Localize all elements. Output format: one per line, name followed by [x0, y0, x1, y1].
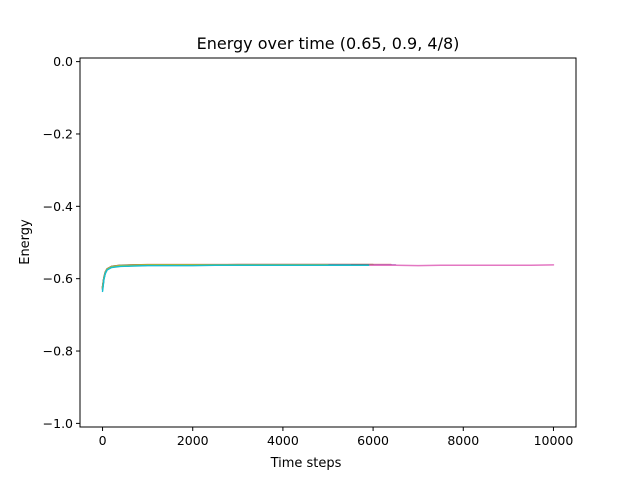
- x-tick-label: 8000: [447, 433, 479, 448]
- series-line-4: [101, 263, 392, 288]
- series-line-7: [101, 264, 555, 290]
- x-axis-label: Time steps: [270, 456, 342, 471]
- x-axis: 0 2000 4000 6000 8000 10000: [99, 427, 574, 448]
- y-tick-label: −1.0: [43, 416, 73, 431]
- y-tick-label: −0.6: [43, 271, 73, 286]
- series-line-8: [101, 264, 352, 288]
- y-tick-label: −0.2: [43, 126, 73, 141]
- chart-title: Energy over time (0.65, 0.9, 4/8): [197, 34, 460, 53]
- x-tick-label: 2000: [177, 433, 209, 448]
- series-line-2: [101, 264, 352, 289]
- series-line-9: [101, 264, 329, 289]
- plot-area: [101, 263, 555, 293]
- series-line-10: [101, 264, 370, 293]
- y-axis-label: Energy: [18, 219, 33, 265]
- series-line-3: [101, 264, 365, 290]
- y-tick-label: −0.8: [43, 344, 73, 359]
- series-line-5: [101, 264, 397, 289]
- series-line-6: [101, 263, 374, 289]
- x-tick-label: 0: [99, 433, 107, 448]
- x-tick-label: 10000: [534, 433, 574, 448]
- axes-frame: [79, 57, 577, 428]
- y-tick-label: −0.4: [43, 199, 73, 214]
- series-line-1: [101, 264, 374, 291]
- x-tick-label: 6000: [357, 433, 389, 448]
- x-tick-label: 4000: [267, 433, 299, 448]
- y-axis: 0.0 −0.2 −0.4 −0.6 −0.8 −1.0: [43, 54, 80, 431]
- y-tick-label: 0.0: [53, 54, 73, 69]
